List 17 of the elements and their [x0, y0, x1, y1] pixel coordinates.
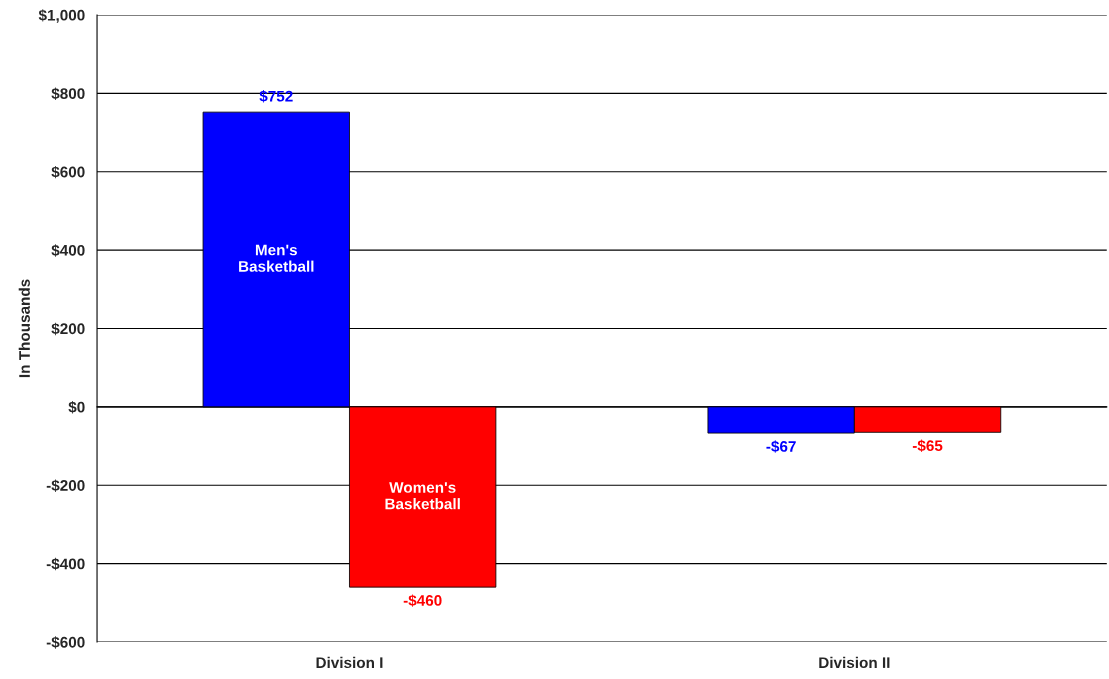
- data-label: -$460: [403, 594, 442, 607]
- y-tick-label: $800: [51, 87, 85, 100]
- y-tick-label: -$400: [46, 557, 85, 571]
- x-tick-label: Division II: [819, 656, 890, 669]
- y-tick-label: -$600: [46, 636, 85, 649]
- y-tick-label: $0: [68, 401, 85, 414]
- series-label: Women's Basketball: [385, 482, 460, 510]
- y-tick-label: $600: [51, 165, 85, 179]
- y-tick-label: $200: [51, 322, 85, 336]
- data-label: -$67: [766, 440, 796, 453]
- y-axis-title: In Thousands: [18, 279, 30, 378]
- y-tick-label: $400: [51, 244, 85, 257]
- x-tick-label: Division I: [316, 656, 383, 669]
- data-label: -$65: [912, 439, 943, 453]
- series-label: Men's Basketball: [239, 244, 314, 272]
- y-tick-label: -$200: [46, 479, 85, 492]
- y-tick-label: $1,000: [38, 9, 85, 23]
